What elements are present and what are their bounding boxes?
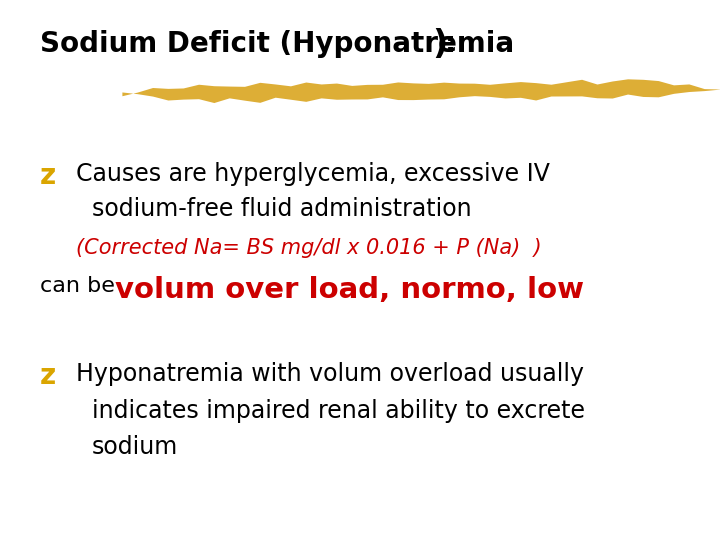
Text: :: : — [445, 30, 456, 58]
Text: indicates impaired renal ability to excrete: indicates impaired renal ability to excr… — [92, 399, 585, 422]
Text: Causes are hyperglycemia, excessive IV: Causes are hyperglycemia, excessive IV — [76, 162, 549, 186]
Text: sodium: sodium — [92, 435, 179, 459]
Text: z: z — [40, 162, 56, 190]
Text: z: z — [40, 362, 56, 390]
Polygon shape — [122, 79, 720, 103]
Text: ): ) — [432, 28, 447, 60]
Text: sodium-free fluid administration: sodium-free fluid administration — [92, 197, 472, 221]
Text: (Corrected Na= BS mg/dl x 0.016 + P (Na)  ): (Corrected Na= BS mg/dl x 0.016 + P (Na)… — [76, 238, 541, 258]
Text: Hyponatremia with volum overload usually: Hyponatremia with volum overload usually — [76, 362, 584, 386]
Text: volum over load, normo, low: volum over load, normo, low — [115, 276, 584, 305]
Text: Sodium Deficit (Hyponatremia: Sodium Deficit (Hyponatremia — [40, 30, 514, 58]
Text: can be: can be — [40, 276, 122, 296]
